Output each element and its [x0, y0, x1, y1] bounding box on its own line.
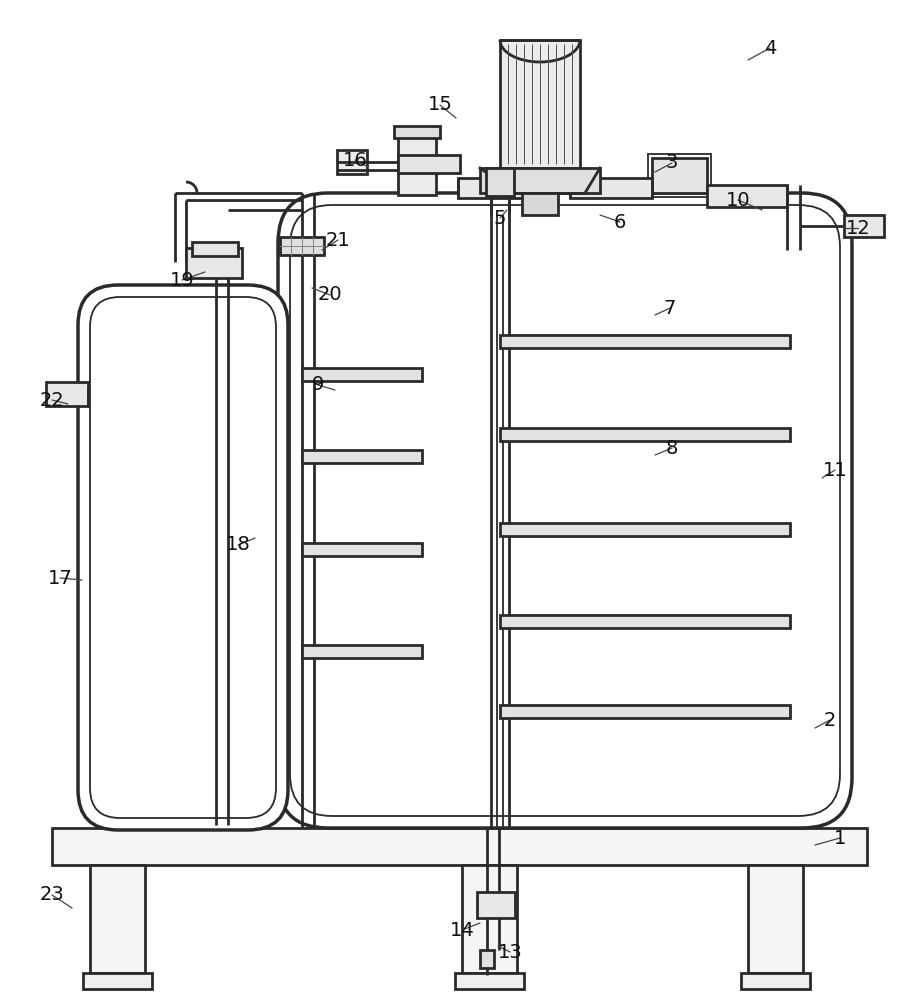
Text: 20: 20 — [317, 286, 342, 304]
Text: 16: 16 — [343, 150, 367, 169]
Text: 8: 8 — [665, 438, 678, 458]
Bar — [186, 248, 241, 278]
Bar — [455, 973, 524, 989]
Text: 17: 17 — [47, 568, 72, 587]
Bar — [740, 973, 809, 989]
Text: 6: 6 — [613, 213, 626, 232]
Bar — [457, 178, 526, 198]
Bar — [747, 865, 802, 973]
Text: 11: 11 — [822, 460, 846, 480]
Bar — [302, 645, 422, 658]
Text: 1: 1 — [833, 828, 845, 848]
Bar — [651, 158, 706, 193]
Bar — [280, 237, 323, 255]
Bar — [337, 150, 366, 174]
Text: 3: 3 — [665, 153, 678, 172]
Bar — [479, 168, 599, 193]
Text: 21: 21 — [325, 231, 350, 249]
Bar — [569, 178, 651, 198]
Text: 10: 10 — [725, 190, 750, 210]
Bar — [499, 428, 789, 441]
Bar — [83, 973, 152, 989]
Bar — [843, 215, 883, 237]
Text: 23: 23 — [39, 886, 65, 904]
FancyBboxPatch shape — [78, 285, 288, 830]
Bar — [462, 865, 517, 973]
Bar — [499, 705, 789, 718]
Bar — [302, 543, 422, 556]
Text: 19: 19 — [169, 270, 194, 290]
Text: 18: 18 — [225, 536, 251, 554]
Text: 4: 4 — [763, 38, 775, 57]
Text: 12: 12 — [844, 219, 869, 237]
Bar — [397, 130, 435, 195]
Text: 9: 9 — [312, 375, 323, 394]
Bar — [648, 154, 711, 197]
Text: 15: 15 — [427, 96, 452, 114]
Bar — [486, 168, 514, 196]
Text: 14: 14 — [449, 920, 474, 940]
Bar — [46, 382, 87, 406]
Bar — [499, 615, 789, 628]
Bar — [499, 40, 579, 168]
Bar — [90, 865, 145, 973]
Bar — [302, 450, 422, 463]
Text: 13: 13 — [497, 942, 522, 962]
Text: 5: 5 — [493, 209, 506, 228]
Bar — [394, 126, 439, 138]
Bar — [476, 892, 515, 918]
Bar — [192, 242, 238, 256]
Bar — [499, 523, 789, 536]
Bar — [397, 155, 459, 173]
Text: 7: 7 — [663, 298, 675, 318]
Bar — [499, 335, 789, 348]
Bar — [479, 950, 494, 968]
Bar — [706, 185, 786, 207]
Bar — [302, 368, 422, 381]
Bar — [52, 828, 866, 865]
Bar — [521, 193, 558, 215]
Text: 2: 2 — [823, 710, 835, 730]
Text: 22: 22 — [39, 390, 65, 410]
Polygon shape — [479, 168, 599, 193]
FancyBboxPatch shape — [278, 193, 851, 828]
